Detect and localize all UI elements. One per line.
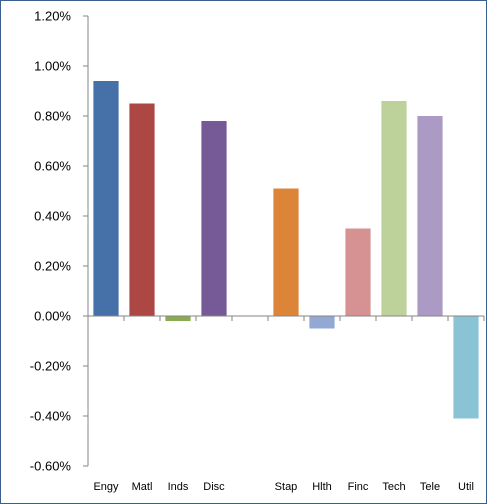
x-tick-label-inds: Inds (168, 481, 189, 493)
bars-group (93, 81, 479, 419)
x-tick-label-util: Util (458, 481, 474, 493)
bar-tele (417, 116, 443, 316)
y-tick-label: 0.80% (34, 109, 71, 124)
y-tick-label: 1.20% (34, 9, 71, 24)
x-axis-ticks (123, 316, 485, 321)
bar-util (453, 316, 479, 419)
y-tick-label: -0.60% (30, 459, 72, 474)
bar-inds (165, 316, 191, 321)
y-axis-ticks: 1.20% 1.00% 0.80% 0.60% 0.40% 0.20% 0.00% -0.20… (30, 9, 88, 474)
bar-hlth (309, 316, 335, 329)
y-tick-label: 0.40% (34, 209, 71, 224)
bar-finc (345, 228, 371, 316)
bar-stap (273, 188, 299, 316)
x-tick-label-engy: Engy (93, 481, 119, 493)
bar-disc (201, 121, 227, 316)
x-axis-labels: Engy Matl Inds Disc Stap Hlth Finc Tech Tele Util (93, 481, 473, 493)
x-tick-label-tele: Tele (420, 481, 440, 493)
y-tick-label: 0.60% (34, 159, 71, 174)
x-tick-label-matl: Matl (132, 481, 153, 493)
x-tick-label-hlth: Hlth (312, 481, 332, 493)
y-tick-label: 0.20% (34, 259, 71, 274)
bar-matl (129, 103, 155, 316)
x-tick-label-tech: Tech (382, 481, 405, 493)
x-tick-label-disc: Disc (203, 481, 225, 493)
bar-tech (381, 101, 407, 316)
x-tick-label-stap: Stap (275, 481, 298, 493)
y-tick-label: -0.40% (30, 409, 72, 424)
y-tick-label: 1.00% (34, 59, 71, 74)
y-tick-label: 0.00% (34, 309, 71, 324)
y-tick-label: -0.20% (30, 359, 72, 374)
bar-engy (93, 81, 119, 316)
x-tick-label-finc: Finc (348, 481, 369, 493)
